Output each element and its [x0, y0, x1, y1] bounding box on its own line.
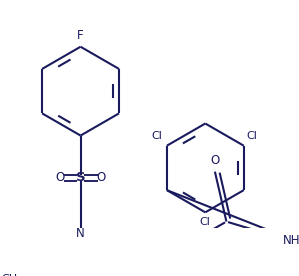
Text: F: F: [77, 29, 84, 42]
Text: CH₃: CH₃: [1, 274, 22, 276]
Text: Cl: Cl: [152, 131, 163, 141]
Text: O: O: [210, 154, 219, 167]
Text: S: S: [76, 171, 86, 184]
Text: Cl: Cl: [246, 131, 257, 141]
Text: NH: NH: [283, 234, 299, 247]
Text: O: O: [97, 171, 106, 184]
Text: N: N: [76, 227, 85, 240]
Text: O: O: [55, 171, 65, 184]
Text: Cl: Cl: [200, 217, 211, 227]
